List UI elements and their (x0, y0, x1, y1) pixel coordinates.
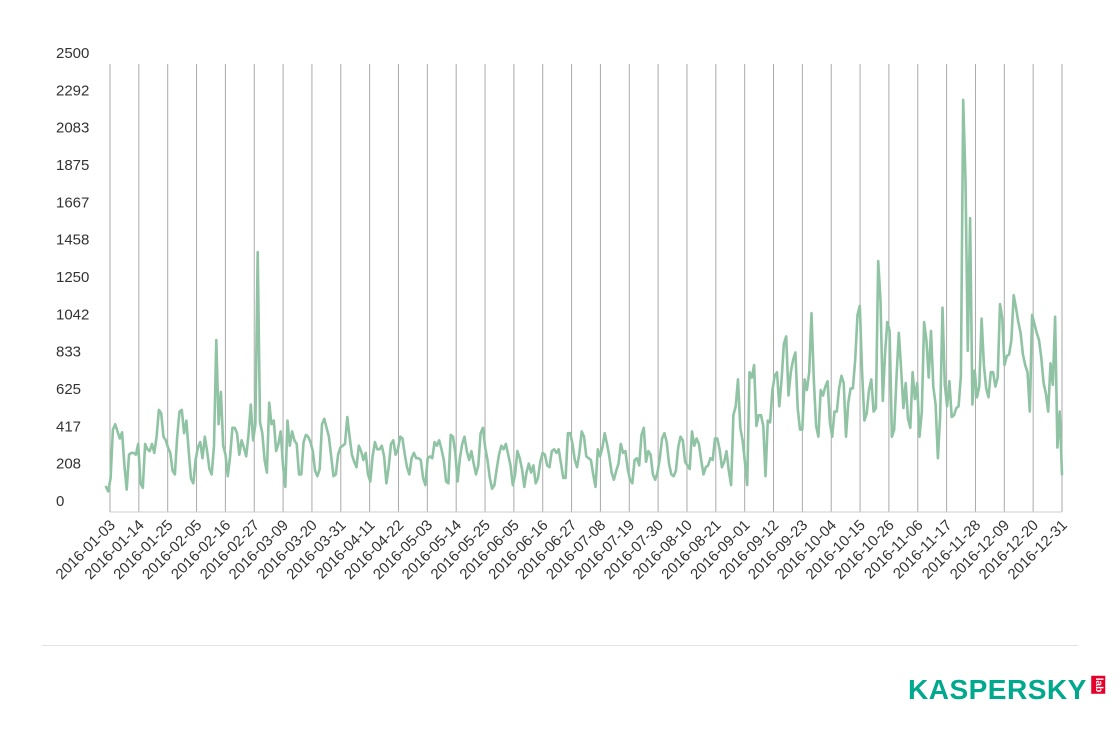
y-tick-label: 2292 (56, 82, 89, 99)
kaspersky-lab-logo: KASPERSKY lab (908, 672, 1107, 712)
y-tick-label: 208 (56, 456, 81, 473)
logo-wordmark: KASPERSKY (908, 674, 1087, 705)
y-tick-label: 2500 (56, 45, 89, 62)
y-tick-label: 833 (56, 344, 81, 361)
chart-canvas: 2500 2292 2083 1875 1667 1458 1250 1042 833 625 41… (53, 45, 1071, 583)
series-line (104, 98, 1064, 493)
y-tick-label: 1458 (56, 232, 89, 249)
y-tick-label: 417 (56, 418, 81, 435)
x-axis-ticks: 2016-01-032016-01-142016-01-252016-02-05… (53, 517, 1071, 583)
y-tick-label: 1875 (56, 157, 89, 174)
y-tick-label: 1250 (56, 269, 89, 286)
y-tick-label: 0 (56, 493, 64, 510)
line-chart: 2500 2292 2083 1875 1667 1458 1250 1042 833 625 41… (53, 45, 1071, 583)
footer-divider (42, 645, 1078, 646)
y-tick-label: 1042 (56, 306, 89, 323)
series-layer (104, 98, 1064, 493)
y-tick-label: 2083 (56, 120, 89, 137)
y-axis-ticks: 2500 2292 2083 1875 1667 1458 1250 1042 833 625 41… (56, 45, 89, 510)
y-tick-label: 1667 (56, 194, 89, 211)
y-tick-label: 625 (56, 381, 81, 398)
logo-lab-badge: lab (1090, 675, 1105, 695)
